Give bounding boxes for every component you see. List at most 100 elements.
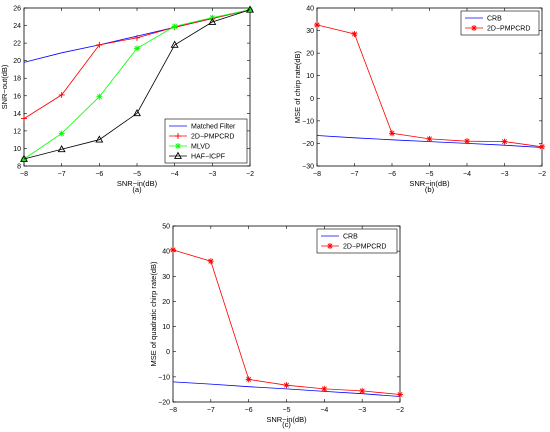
legend-box: [460, 10, 540, 36]
y-tick-label: 10: [13, 146, 21, 153]
x-tick-label: −8: [313, 171, 321, 178]
x-tick-label: −4: [171, 171, 179, 178]
x-tick-label: −3: [208, 171, 216, 178]
legend-entry: CRB: [487, 16, 502, 23]
x-tick-label: −3: [358, 407, 366, 414]
x-tick-label: −6: [245, 407, 253, 414]
legend-marker: [471, 25, 477, 31]
legend-marker: [175, 143, 181, 149]
data-point: [397, 391, 403, 398]
data-point: [20, 154, 28, 162]
data-point: [96, 93, 103, 100]
legend-marker: [174, 151, 182, 159]
x-tick-label: −6: [95, 171, 103, 178]
y-tick-label: 30: [162, 274, 170, 281]
panel-caption: (c): [282, 420, 291, 429]
chart-panel-2: −8 −7 −6 −5 −4 −3 −2 −30 −20 −10 0 10 20 30 40 SNR−in(d…: [293, 6, 546, 195]
y-tick-label: 8: [17, 164, 21, 171]
data-point: [321, 385, 328, 392]
x-tick-label: −2: [246, 171, 254, 178]
y-tick-label: 20: [13, 58, 21, 65]
legend-entry: 2D−PMPCRD: [191, 134, 234, 141]
y-tick-label: 20: [162, 299, 170, 306]
data-point: [208, 17, 217, 25]
y-tick-label: 22: [13, 41, 21, 48]
x-tick-label: −5: [426, 171, 434, 178]
data-point: [171, 23, 178, 30]
legend-marker: [327, 243, 333, 249]
data-point: [133, 109, 141, 117]
data-point: [134, 34, 140, 41]
data-point: [58, 91, 65, 98]
x-tick-label: −4: [320, 407, 328, 414]
legend-entry: 2D−PMPCRD: [343, 244, 386, 251]
data-point: [58, 130, 65, 137]
data-point: [245, 376, 252, 383]
y-axis-label: SNR−out(dB): [0, 64, 9, 109]
x-tick-label: −5: [283, 407, 291, 414]
legend: Matched Filter 2D−PMPCRD MLVD HAF−ICPF: [164, 118, 248, 164]
legend: CRB 2D−PMPCRD: [316, 228, 398, 254]
data-point: [246, 5, 254, 13]
panel-caption: (a): [132, 185, 142, 194]
panel-caption: (b): [425, 185, 435, 194]
y-tick-label: 14: [13, 111, 21, 118]
data-point: [21, 115, 27, 122]
y-axis-label: MSE of quadratic chirp rate(dB): [149, 261, 158, 367]
y-tick-label: 40: [162, 249, 170, 256]
y-tick-label: 10: [306, 73, 314, 80]
x-axis-label: SNR−in(dB): [409, 179, 450, 188]
x-tick-label: −3: [501, 171, 509, 178]
data-point: [170, 40, 179, 48]
data-point: [57, 144, 66, 153]
data-point: [351, 30, 358, 37]
data-point: [501, 138, 508, 145]
x-axis-label: SNR−in(dB): [117, 179, 158, 188]
data-point: [96, 41, 103, 48]
data-point: [207, 258, 214, 265]
legend-marker: [175, 133, 181, 139]
legend-entry: Matched Filter: [191, 124, 236, 131]
series-2: [170, 246, 403, 398]
y-tick-label: −10: [158, 374, 170, 381]
x-tick-label: −8: [20, 171, 28, 178]
y-tick-label: 26: [13, 6, 21, 13]
y-tick-label: 50: [162, 224, 170, 231]
data-point: [283, 382, 290, 389]
data-point: [539, 143, 545, 150]
x-tick-label: −4: [463, 171, 471, 178]
data-point: [464, 138, 470, 145]
data-point: [170, 246, 176, 253]
data-point: [209, 14, 216, 21]
data-point: [247, 6, 253, 13]
series-2: [314, 21, 545, 150]
y-tick-label: −20: [302, 141, 314, 148]
x-axis-label: SNR−in(dB): [266, 415, 307, 424]
y-tick-label: −10: [302, 118, 314, 125]
data-point: [426, 135, 433, 142]
chart-panel-3: −8 −7 −6 −5 −4 −3 −2 −20 −10 0 10 20 30 40 50 SNR−in(dB…: [149, 224, 404, 430]
y-tick-label: 24: [13, 23, 21, 30]
legend-entry: HAF−ICPF: [191, 154, 225, 161]
x-tick-label: −6: [388, 171, 396, 178]
data-point: [314, 21, 320, 28]
legend-entry: 2D−PMPCRD: [487, 26, 530, 33]
y-tick-label: −20: [158, 400, 170, 407]
legend-entry: CRB: [343, 234, 358, 241]
legend: CRB 2D−PMPCRD: [460, 10, 540, 36]
series-4: [20, 5, 254, 162]
series-line: [23, 9, 251, 160]
x-tick-label: −8: [169, 407, 177, 414]
y-tick-label: 12: [13, 128, 21, 135]
y-tick-label: 10: [162, 324, 170, 331]
y-axis-label: MSE of chirp rate(dB): [293, 50, 302, 123]
y-tick-label: 16: [13, 93, 21, 100]
y-tick-label: −30: [302, 164, 314, 171]
y-tick-label: 0: [310, 96, 314, 103]
legend-entry: MLVD: [191, 144, 210, 151]
data-point: [134, 45, 140, 52]
x-tick-label: −7: [207, 407, 215, 414]
chart-panel-1: −8 −7 −6 −5 −4 −3 −2 8 10 12 14 16 18 20 22 24 26 SNR−in(…: [0, 5, 254, 194]
x-tick-label: −7: [58, 171, 66, 178]
